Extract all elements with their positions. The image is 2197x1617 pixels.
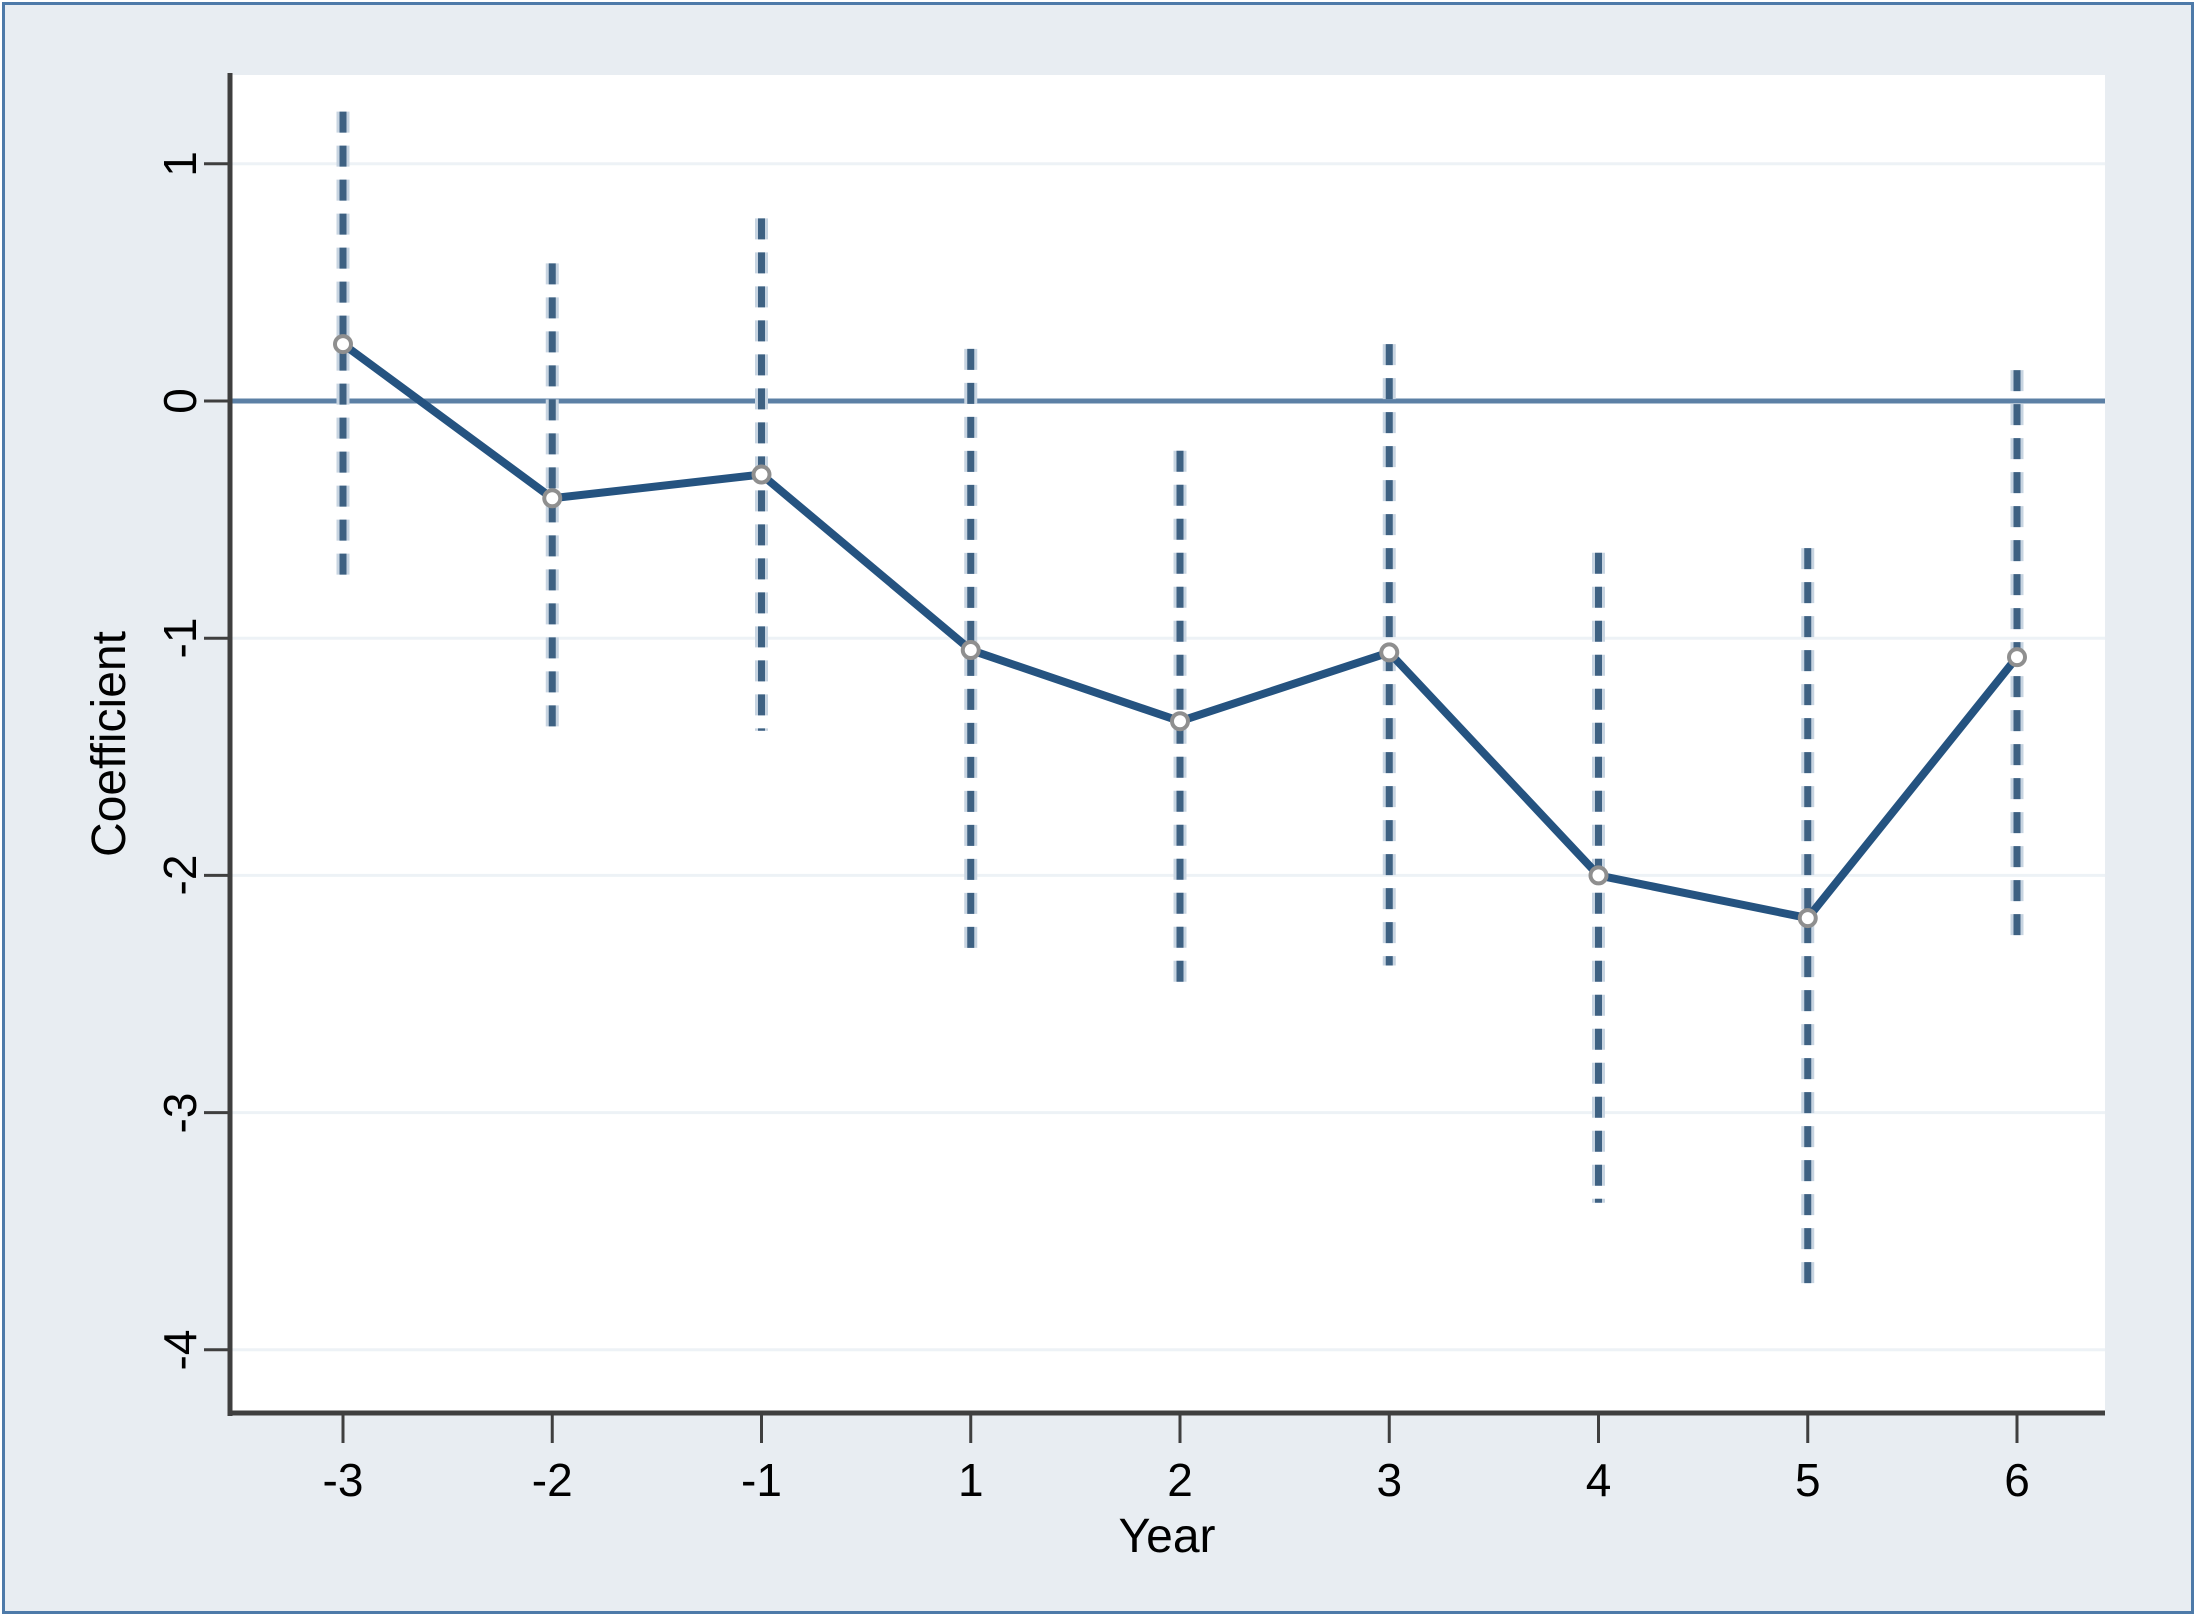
data-point-marker [2007, 647, 2027, 668]
x-tick-label: 5 [1794, 1454, 1821, 1506]
data-point-marker [1379, 642, 1400, 663]
data-point-marker [542, 488, 563, 509]
x-tick-label: 1 [957, 1454, 984, 1506]
data-point-marker [751, 464, 772, 485]
plot-area [230, 75, 2105, 1413]
data-point-marker [1797, 908, 1818, 929]
x-tick-label: 6 [2004, 1454, 2030, 1506]
data-point-marker [1588, 865, 1609, 886]
x-axis-title: Year [1118, 1510, 1216, 1563]
y-tick-label: 1 [154, 151, 206, 177]
x-tick-label: -3 [322, 1454, 364, 1506]
x-tick-label: -1 [741, 1454, 782, 1506]
x-tick-label: 2 [1167, 1454, 1193, 1506]
x-tick-label: 3 [1376, 1454, 1403, 1506]
data-point-marker [1170, 711, 1190, 732]
y-tick-label: 0 [154, 388, 206, 414]
x-tick-label: 4 [1585, 1454, 1612, 1506]
data-point-marker [960, 640, 981, 661]
y-tick-label: -4 [154, 1329, 206, 1371]
y-axis-title: Coefficient [83, 631, 136, 857]
y-tick-label: -1 [154, 617, 206, 659]
y-tick-label: -2 [154, 854, 206, 896]
y-tick-label: -3 [154, 1092, 206, 1134]
data-point-marker [333, 334, 353, 355]
x-tick-label: -2 [531, 1454, 573, 1506]
